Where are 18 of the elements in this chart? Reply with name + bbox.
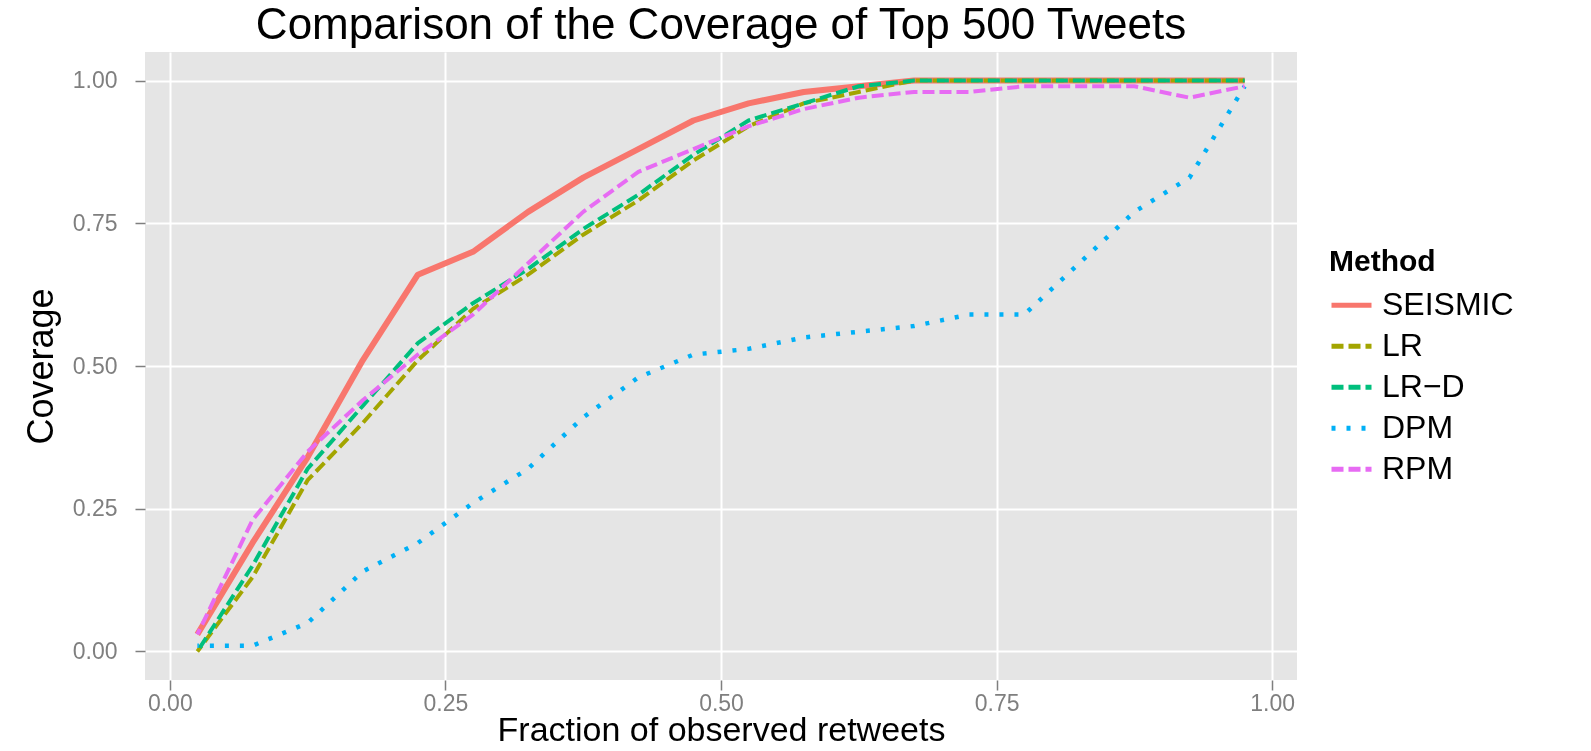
x-tick-label: 0.25 (423, 689, 469, 716)
y-axis-title: Coverage (19, 288, 61, 445)
x-tick-label: 0.50 (699, 689, 744, 716)
y-tick-label: 0.75 (72, 209, 118, 236)
legend-title: Method (1329, 243, 1436, 277)
y-tick-label: 0.50 (72, 352, 118, 379)
y-tick-label: 1.00 (72, 67, 118, 94)
y-tick-label: 0.00 (72, 637, 118, 664)
legend-label: LR−D (1382, 368, 1465, 405)
y-tick-label: 0.25 (72, 495, 118, 522)
x-tick-label: 0.00 (147, 689, 193, 716)
legend-label: LR (1382, 327, 1423, 364)
x-tick-label: 0.75 (974, 689, 1020, 716)
legend-label: SEISMIC (1382, 286, 1514, 323)
x-tick-label: 1.00 (1250, 689, 1296, 716)
chart-title: Comparison of the Coverage of Top 500 Tweets (255, 0, 1187, 48)
legend-label: RPM (1382, 450, 1454, 487)
legend-label: DPM (1382, 409, 1454, 446)
